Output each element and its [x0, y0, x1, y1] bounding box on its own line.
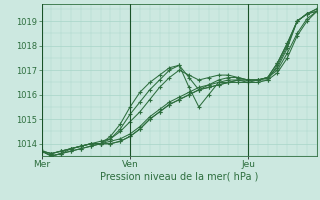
X-axis label: Pression niveau de la mer( hPa ): Pression niveau de la mer( hPa ) — [100, 172, 258, 182]
